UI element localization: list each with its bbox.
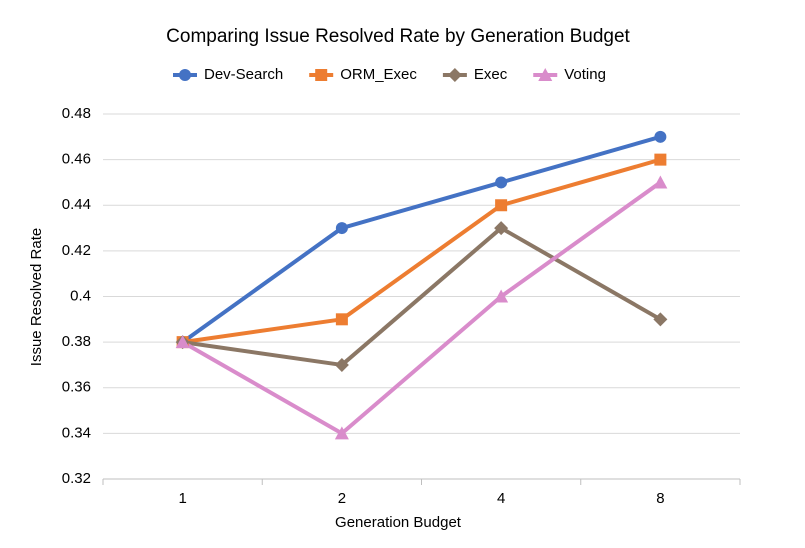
y-tick-label: 0.42 (62, 242, 91, 259)
legend-marker (447, 68, 462, 82)
x-tick-label: 4 (497, 490, 505, 507)
y-tick-label: 0.44 (62, 196, 91, 213)
y-tick-label: 0.38 (62, 333, 91, 350)
chart-title: Comparing Issue Resolved Rate by Generat… (166, 26, 630, 47)
y-axis-label: Issue Resolved Rate (28, 228, 45, 366)
legend-marker (315, 69, 328, 81)
data-point (654, 130, 667, 143)
data-point (495, 199, 508, 212)
data-point (175, 335, 190, 349)
series-line (181, 180, 662, 436)
data-point (494, 289, 509, 303)
data-point (334, 426, 349, 440)
y-tick-label: 0.34 (62, 424, 91, 441)
y-tick-label: 0.32 (62, 470, 91, 487)
legend-label: ORM_Exec (340, 66, 417, 83)
x-tick-label: 8 (656, 490, 664, 507)
data-point (335, 313, 348, 326)
y-tick-label: 0.46 (62, 151, 91, 168)
y-tick-label: 0.4 (70, 287, 91, 304)
y-tick-label: 0.48 (62, 105, 91, 122)
legend-label: Dev-Search (204, 66, 283, 83)
data-point (654, 153, 667, 166)
legend-marker (538, 68, 553, 81)
data-point (653, 175, 668, 189)
data-point (335, 222, 348, 235)
series-line (181, 134, 661, 344)
legend-label: Voting (564, 66, 606, 83)
series-line (182, 157, 661, 345)
data-point (334, 357, 349, 372)
data-point (494, 221, 509, 236)
x-axis-label: Generation Budget (335, 514, 462, 531)
series-line (182, 226, 662, 367)
y-tick-label: 0.36 (62, 379, 91, 396)
x-tick-label: 1 (178, 490, 186, 507)
legend-marker (179, 69, 191, 81)
legend-label: Exec (474, 66, 508, 83)
data-point (653, 312, 668, 327)
data-point (495, 176, 508, 189)
x-tick-label: 2 (338, 490, 346, 507)
